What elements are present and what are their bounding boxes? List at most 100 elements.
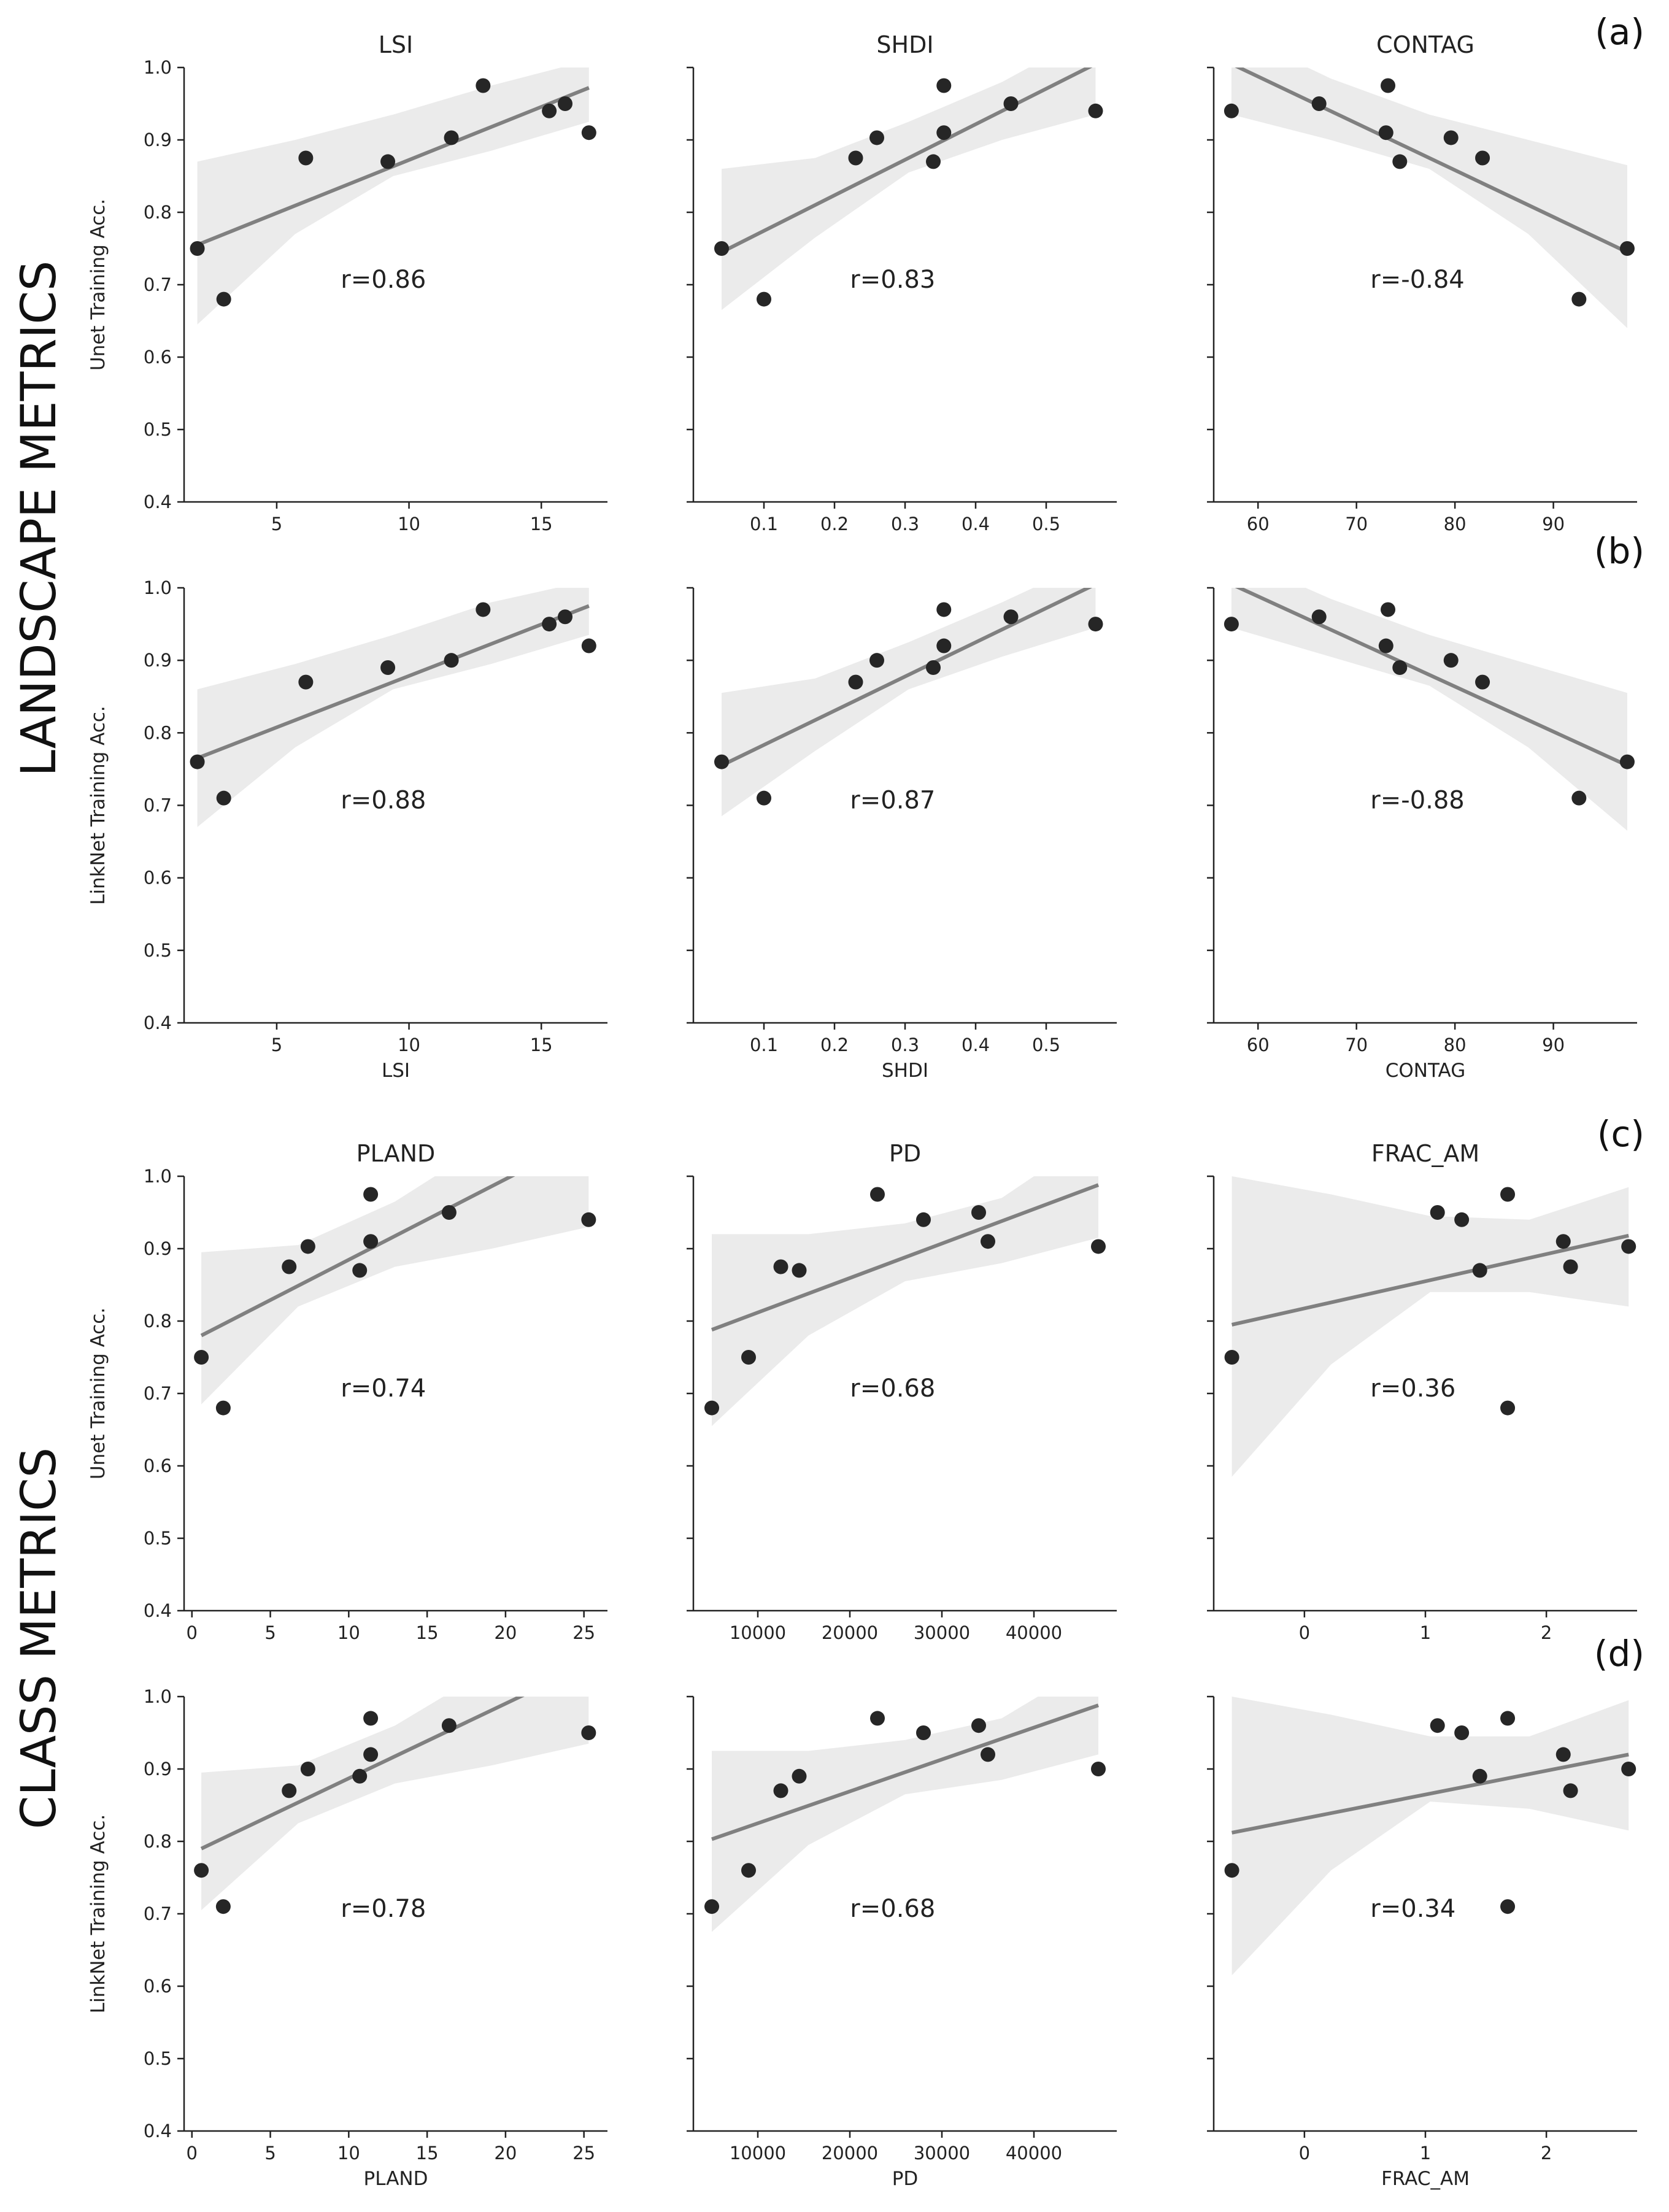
y-axis-label: Unet Training Acc. [87,1308,109,1479]
x-tick-label: 25 [572,2143,595,2164]
plot-title: SHDI [876,31,933,58]
confidence-band [201,1176,589,1405]
y-tick-label: 0.7 [144,1383,172,1404]
data-point [1311,96,1327,111]
x-tick-label: 10 [337,2143,360,2164]
section-label-class: CLASS METRICS [12,1447,67,1829]
y-axis-label: LinkNet Training Acc. [87,1814,109,2014]
data-point [1475,674,1490,690]
data-point [1378,638,1393,653]
data-point [1392,154,1408,169]
data-point [848,150,863,166]
data-point [1381,602,1396,617]
data-point [926,154,941,169]
x-tick-label: 30000 [914,1622,970,1643]
data-point [380,660,396,675]
x-tick-label: 10 [398,1035,420,1055]
x-tick-label: 0.1 [750,514,778,534]
x-tick-label: 10 [337,1622,360,1643]
plot-area [704,1176,1106,1427]
y-tick-label: 0.4 [144,491,172,512]
correlation-annotation: r=0.68 [850,1374,935,1403]
x-tick-label: 0.1 [750,1035,778,1055]
plot-title: PD [889,1140,921,1167]
x-tick-label: 1 [1420,1622,1431,1643]
data-point [870,1187,885,1202]
y-tick-label: 0.8 [144,722,172,743]
x-tick-label: 25 [572,1622,595,1643]
data-point [298,674,314,690]
data-point [936,602,952,617]
data-point [1088,617,1103,632]
plot-area [190,67,596,325]
x-tick-label: 80 [1444,1035,1467,1055]
data-point [1571,291,1587,307]
x-tick-label: 40000 [1006,2143,1062,2164]
regression-line [200,1697,525,1851]
subplot-9: 0 1 2 FRAC_AM r=0.36 [1207,1140,1637,1643]
plot-title: FRAC_AM [1371,1140,1479,1167]
panel-label-c: (c) [1597,1113,1644,1155]
data-point [916,1212,931,1227]
data-point [1454,1212,1470,1227]
data-point [1392,660,1408,675]
x-tick-label: 20000 [822,2143,878,2164]
correlation-annotation: r=0.68 [850,1895,935,1923]
y-tick-label: 0.7 [144,274,172,295]
x-tick-label: 0.3 [891,1035,919,1055]
regression-line [1231,1752,1629,1835]
y-tick-label: 1.0 [144,57,172,78]
data-point [1091,1762,1106,1776]
x-tick-label: 2 [1541,2143,1552,2164]
data-point [215,1899,231,1914]
regression-line [720,588,1093,768]
data-point [971,1718,986,1733]
x-tick-label: 0 [187,2143,198,2164]
data-point [300,1762,315,1776]
data-point [441,1718,457,1733]
y-axis-label: Unet Training Acc. [87,199,109,371]
x-tick-label: 90 [1542,514,1565,534]
x-tick-label: 5 [271,1035,282,1055]
confidence-band [197,588,589,827]
subplot-2: 0.1 0.2 0.3 0.4 0.5 SHDI r=0.83 [687,31,1117,534]
plot-area [714,67,1103,310]
data-point [1311,609,1327,625]
correlation-annotation: r=0.88 [341,786,426,814]
data-point [1003,609,1019,625]
regression-line [1231,1233,1629,1327]
data-point [1454,1725,1470,1740]
x-tick-label: 15 [416,2143,439,2164]
data-point [444,653,459,668]
x-axis-label: SHDI [882,1060,928,1082]
confidence-band [1232,1176,1629,1477]
confidence-band [1232,1697,1629,1976]
data-point [757,790,771,806]
y-tick-label: 0.6 [144,347,172,368]
x-axis-label: PLAND [364,2168,428,2190]
data-point [581,1725,596,1740]
x-tick-label: 70 [1345,514,1368,534]
x-tick-label: 10000 [730,1622,786,1643]
data-point [194,1350,209,1365]
data-point [363,1234,379,1249]
y-tick-label: 0.6 [144,1976,172,1997]
subplot-1: 0.4 0.5 0.6 0.7 0.8 0.9 1.0 5 10 15 LSI Unet Traini… [87,31,607,534]
data-point [704,1400,719,1416]
data-point [936,125,952,141]
data-point [714,754,729,769]
subplot-5: 0.1 0.2 0.3 0.4 0.5 SHDI r=0.87 [687,587,1117,1082]
x-tick-label: 0.2 [820,514,849,534]
x-tick-label: 15 [530,514,553,534]
data-point [926,660,941,675]
correlation-annotation: r=0.78 [341,1895,426,1923]
panel-label-a: (a) [1595,11,1644,53]
plot-area [1224,588,1635,831]
data-point [773,1783,788,1798]
data-point [1475,150,1490,166]
y-tick-label: 0.9 [144,1759,172,1779]
data-point [363,1711,379,1726]
data-point [971,1205,986,1220]
data-point [1571,790,1587,806]
